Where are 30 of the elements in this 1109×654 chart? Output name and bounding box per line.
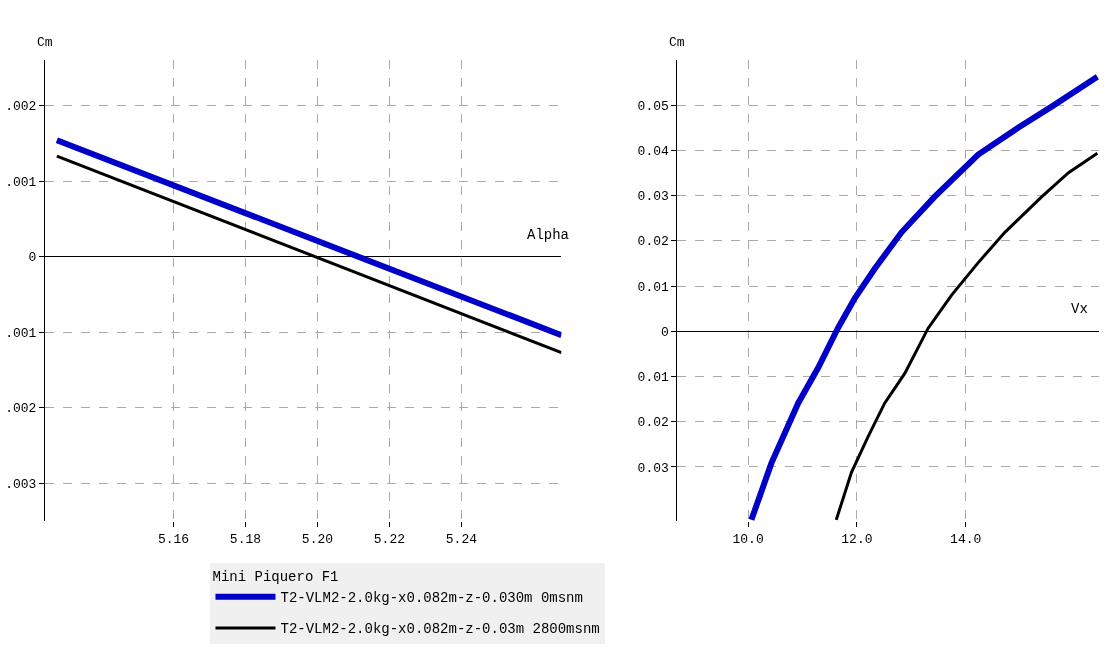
x-tick-label: 10.0 (732, 531, 764, 547)
x-tick-label: 5.22 (373, 531, 406, 547)
legend-label: T2-VLM2-2.0kg-x0.082m-z-0.030m 0msnm (280, 590, 583, 607)
y-tick-label: 0.01 (637, 279, 669, 295)
y-tick-label: .003 (5, 476, 37, 492)
y-tick-label: 0.04 (637, 144, 669, 160)
y-tick-label: .002 (5, 99, 37, 114)
y-tick-label: 0 (660, 324, 669, 340)
x-tick-label: 5.24 (445, 531, 478, 547)
y-tick-label: .001 (5, 174, 37, 190)
x-tick-label: 12.0 (841, 531, 873, 547)
y-tick-label: 0.02 (637, 415, 669, 431)
legend-title: Mini Piquero F1 (212, 569, 339, 586)
y-tick-label: 0.05 (637, 98, 669, 114)
legend-label: T2-VLM2-2.0kg-x0.082m-z-0.03m 2800msnm (280, 621, 600, 638)
x-tick-label: 5.20 (301, 531, 334, 547)
x-tick-label: 14.0 (950, 531, 982, 547)
y-tick-label: .001 (5, 325, 37, 341)
x-tick-label: 5.16 (157, 531, 190, 547)
y-tick-label: .002 (5, 401, 37, 417)
y-tick-label: 0.01 (637, 370, 669, 386)
x-axis-title: Vx (1071, 301, 1088, 317)
y-tick-label: 0.03 (637, 460, 669, 476)
y-tick-label: 0.02 (637, 234, 669, 250)
x-tick-label: 5.18 (229, 531, 262, 547)
y-axis-title: Cm (669, 35, 685, 50)
y-tick-label: 0.03 (637, 189, 669, 205)
y-tick-label: 0 (28, 250, 37, 266)
x-axis-title: Alpha (527, 227, 570, 243)
y-axis-title: Cm (37, 35, 53, 50)
